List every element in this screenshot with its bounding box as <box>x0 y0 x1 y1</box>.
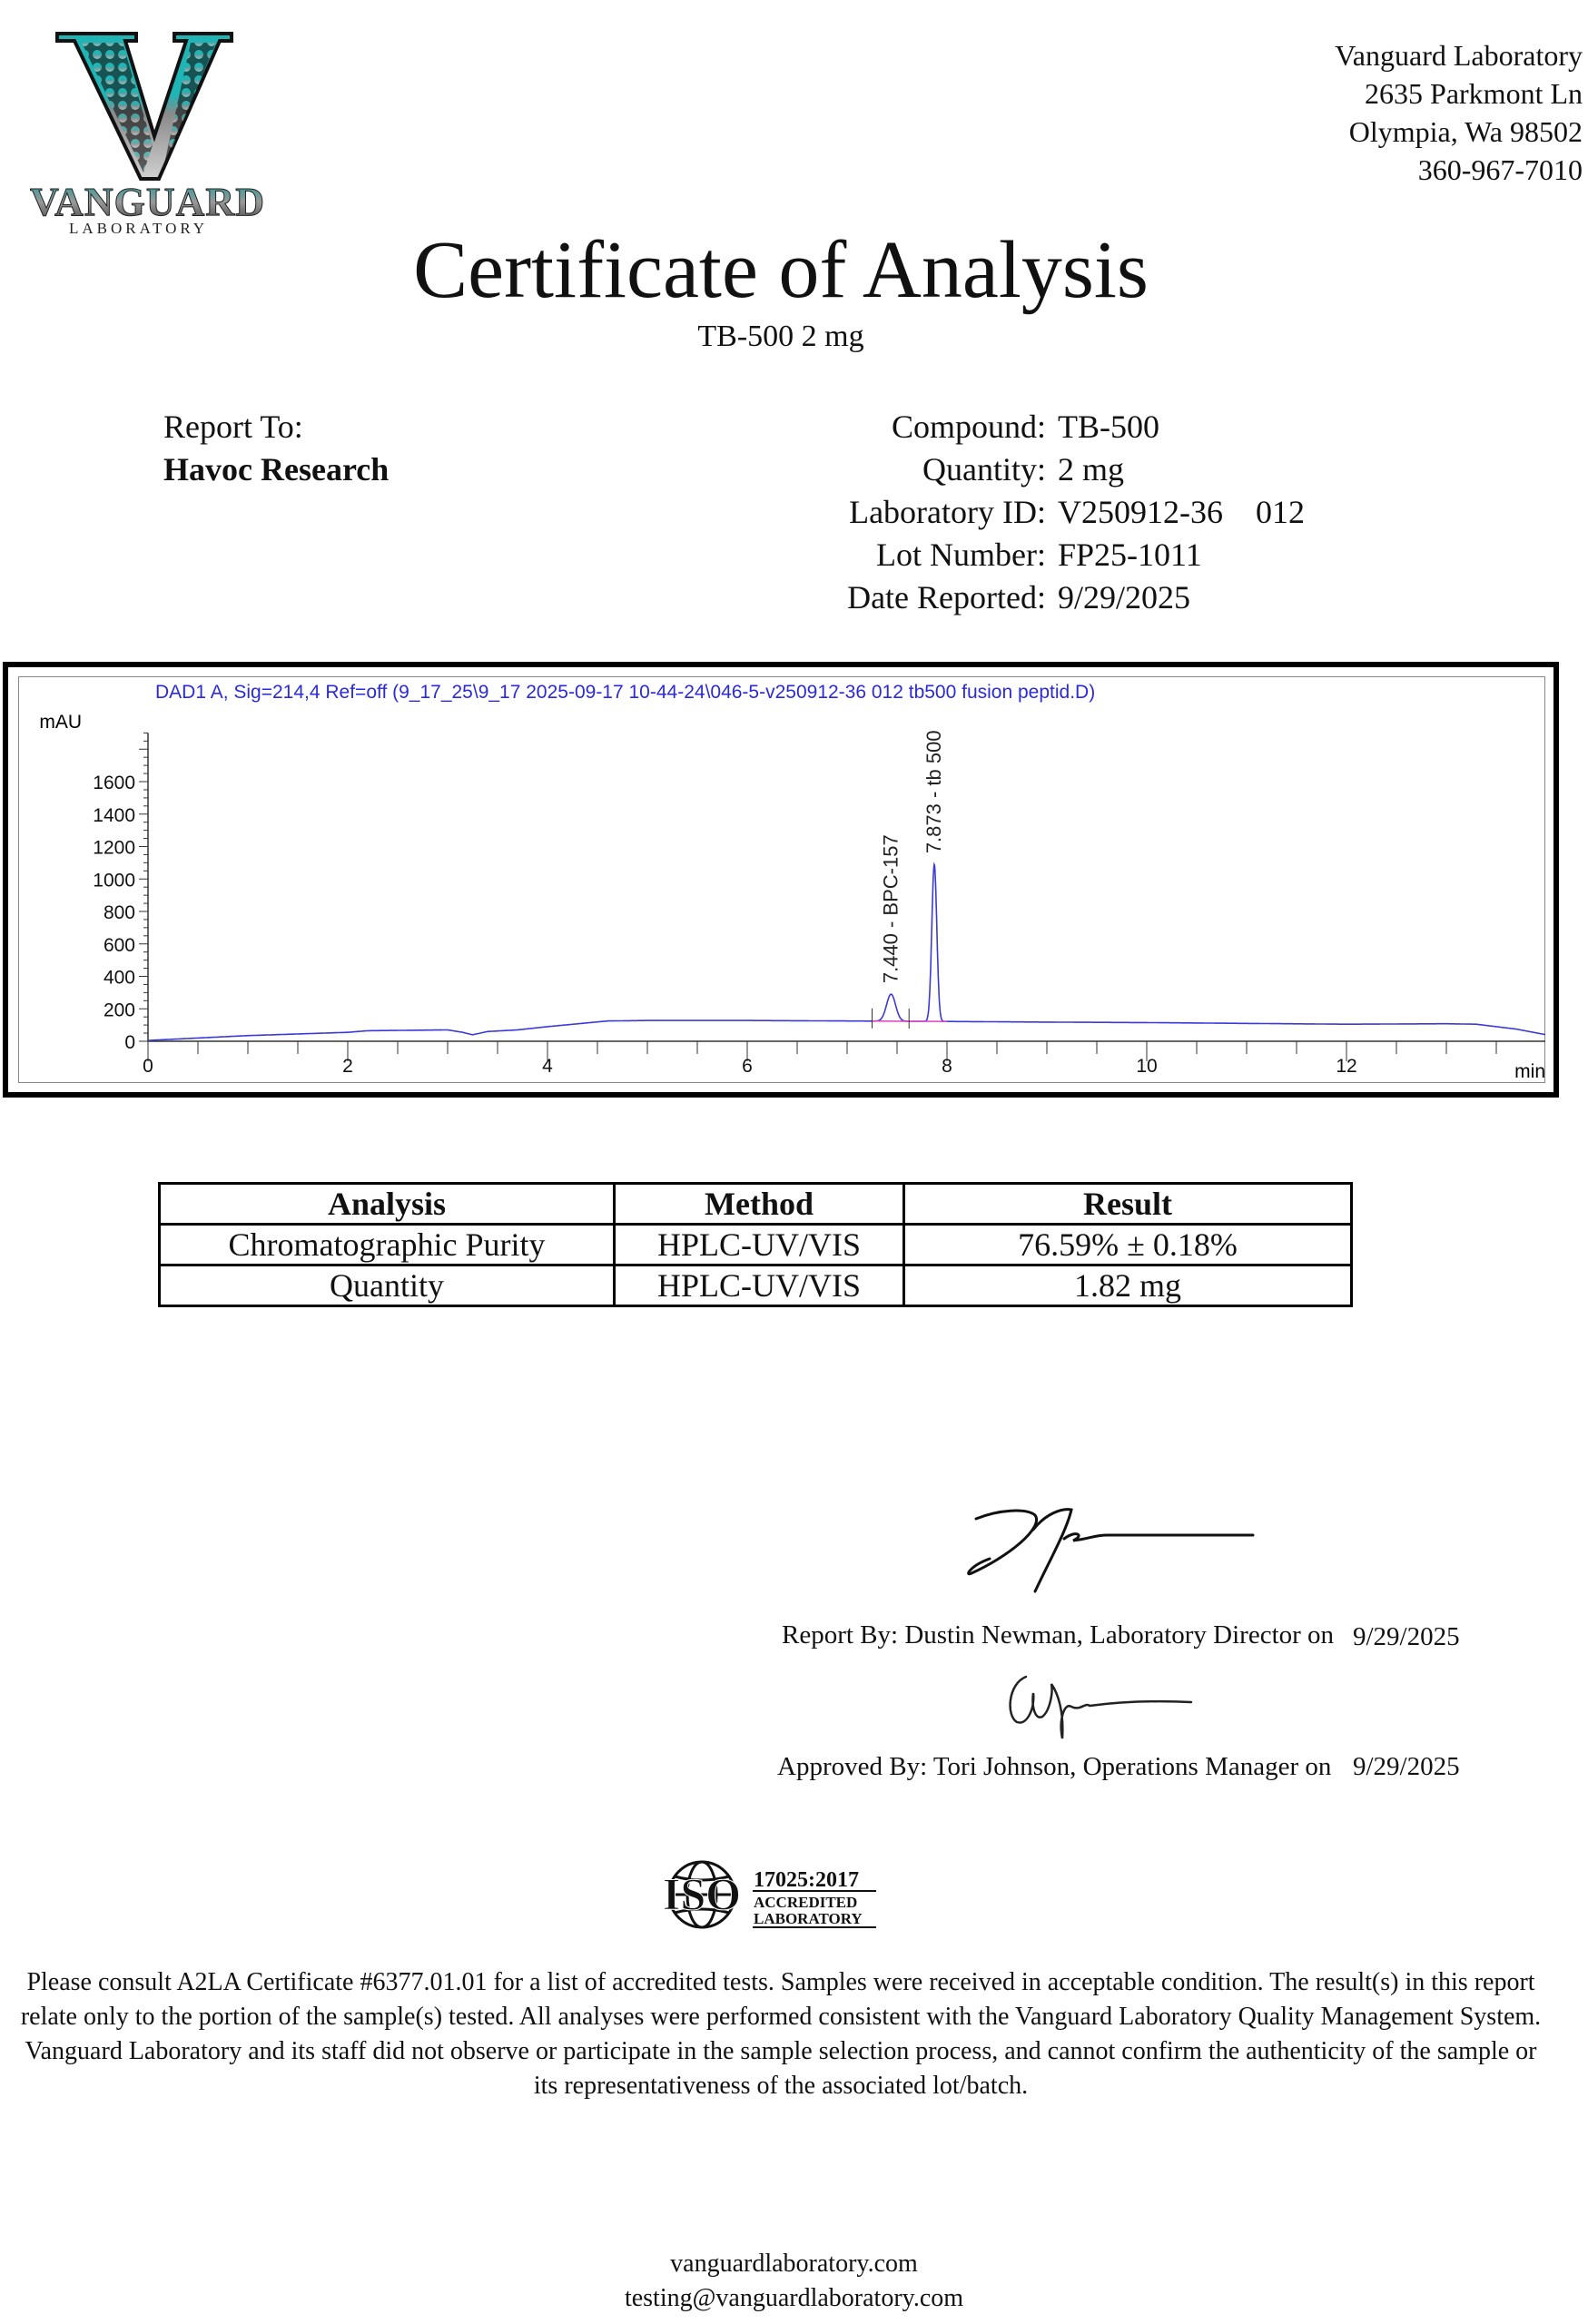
report-to-label: Report To: <box>163 409 303 445</box>
y-tick-label: 1000 <box>93 870 135 891</box>
chart-title: DAD1 A, Sig=214,4 Ref=off (9_17_25\9_17 … <box>155 682 1095 703</box>
page-subtitle: TB-500 2 mg <box>697 320 864 353</box>
y-tick-label: 1400 <box>93 805 135 826</box>
report-by-text: Report By: Dustin Newman, Laboratory Dir… <box>782 1620 1335 1649</box>
info-label: Compound: <box>891 409 1046 445</box>
info-label: Laboratory ID: <box>849 494 1046 530</box>
x-tick-label: 6 <box>742 1056 753 1077</box>
table-cell: 1.82 mg <box>902 1264 1353 1307</box>
table-row: Chromatographic Purity HPLC-UV/VIS 76.59… <box>158 1223 1353 1266</box>
approved-by-text: Approved By: Tori Johnson, Operations Ma… <box>777 1752 1332 1781</box>
manager-signature <box>1009 1675 1193 1739</box>
iso-accreditation-badge: ISO 17025:2017 ACCREDITED LABORATORY <box>662 1860 876 1929</box>
x-tick-label: 4 <box>542 1056 553 1077</box>
address-line: Vanguard Laboratory <box>1335 39 1583 72</box>
footer-email[interactable]: testing@vanguardlaboratory.com <box>624 2284 964 2312</box>
chromatogram: DAD1 A, Sig=214,4 Ref=off (9_17_25\9_17 … <box>18 676 1545 1083</box>
x-tick-label: 2 <box>342 1056 353 1077</box>
table-header-row: Analysis Method Result <box>158 1182 1353 1226</box>
info-value: FP25-1011 <box>1058 537 1202 573</box>
info-value: TB-500 <box>1058 409 1159 445</box>
y-tick-label: 1200 <box>93 838 135 859</box>
peak-label: 7.440 - BPC-157 <box>879 834 902 983</box>
chromatogram-frame <box>3 662 1559 1098</box>
client-name: Havoc Research <box>163 451 390 487</box>
info-label: Lot Number: <box>876 537 1046 573</box>
results-table: Analysis Method Result Chromatographic P… <box>158 1182 1353 1307</box>
approved-by-date: 9/29/2025 <box>1353 1752 1460 1781</box>
y-tick-label: 0 <box>124 1032 135 1053</box>
address-line: Olympia, Wa 98502 <box>1348 115 1583 148</box>
sample-info: Compound: TB-500 Quantity: 2 mg Laboratory… <box>708 406 1305 619</box>
x-tick-label: 10 <box>1136 1056 1157 1077</box>
report-to: Report To: Havoc Research <box>163 406 389 491</box>
director-signature <box>967 1508 1255 1593</box>
address-line: 360-967-7010 <box>1417 153 1583 186</box>
column-header: Result <box>902 1182 1353 1226</box>
svg-text:LABORATORY: LABORATORY <box>69 220 208 236</box>
y-tick-label: 400 <box>104 968 135 989</box>
x-tick-label: 8 <box>942 1056 952 1077</box>
lab-address: Vanguard Laboratory 2635 Parkmont Ln Oly… <box>1335 36 1583 189</box>
column-header: Method <box>613 1182 905 1226</box>
table-cell: 76.59% ± 0.18% <box>902 1223 1353 1266</box>
report-by-date: 9/29/2025 <box>1353 1622 1460 1651</box>
info-label: Quantity: <box>922 451 1046 487</box>
svg-text:VANGUARD: VANGUARD <box>30 180 265 224</box>
peak-label: 7.873 - tb 500 <box>922 730 945 853</box>
vanguard-logo: VANGUARD LABORATORY <box>30 32 265 236</box>
x-tick-label: 12 <box>1336 1056 1356 1077</box>
svg-text:ISO: ISO <box>663 1868 741 1919</box>
address-line: 2635 Parkmont Ln <box>1365 77 1583 110</box>
footer-website[interactable]: vanguardlaboratory.com <box>670 2250 918 2278</box>
y-tick-label: 200 <box>104 1000 135 1020</box>
svg-text:LABORATORY: LABORATORY <box>754 1910 863 1927</box>
column-header: Analysis <box>158 1182 616 1226</box>
table-row: Quantity HPLC-UV/VIS 1.82 mg <box>158 1264 1353 1307</box>
y-tick-label: 600 <box>104 935 135 956</box>
table-cell: Chromatographic Purity <box>158 1223 616 1266</box>
plot-frame <box>18 676 1545 1083</box>
disclaimer: Please consult A2LA Certificate #6377.01… <box>20 1968 1542 2100</box>
signal-trace <box>148 862 1545 1041</box>
svg-text:17025:2017: 17025:2017 <box>754 1868 859 1892</box>
info-value: V250912-36 012 <box>1058 494 1305 530</box>
y-tick-label: 800 <box>104 902 135 923</box>
y-axis-label: mAU <box>39 712 82 733</box>
x-tick-label: 0 <box>143 1056 153 1077</box>
info-label: Date Reported: <box>847 579 1046 615</box>
svg-text:ACCREDITED: ACCREDITED <box>754 1894 857 1911</box>
table-cell: HPLC-UV/VIS <box>613 1223 905 1266</box>
page-title: Certificate of Analysis <box>413 225 1149 315</box>
info-value: 2 mg <box>1058 451 1125 487</box>
table-cell: Quantity <box>158 1264 616 1307</box>
table-cell: HPLC-UV/VIS <box>613 1264 905 1307</box>
x-axis-label: min <box>1514 1061 1545 1082</box>
y-tick-label: 1600 <box>93 773 135 793</box>
info-value: 9/29/2025 <box>1058 579 1191 615</box>
